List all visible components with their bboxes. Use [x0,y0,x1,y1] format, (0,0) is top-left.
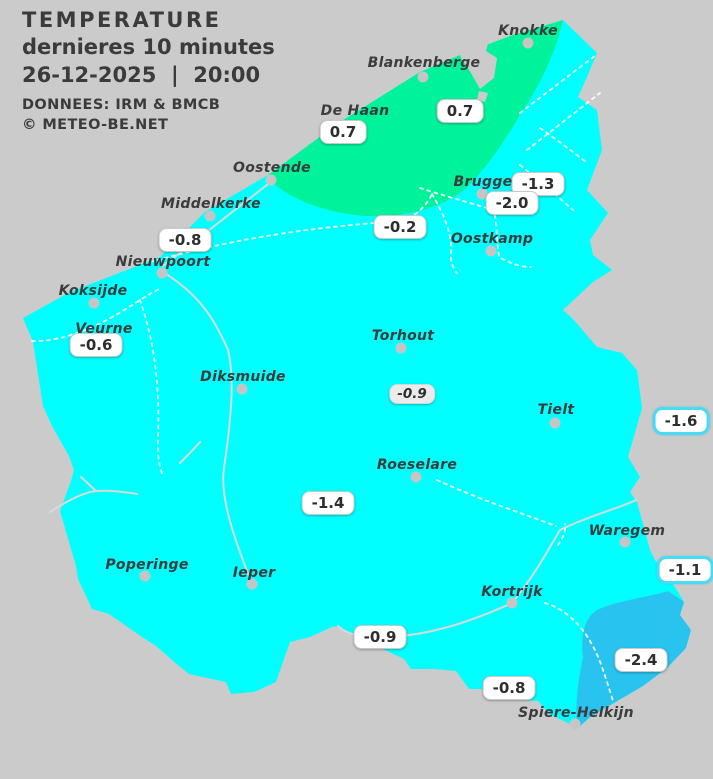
city-label: Tielt [537,402,575,418]
city-label: Blankenberge [367,55,481,71]
city-label: Poperinge [105,557,189,573]
city-dot [265,174,277,186]
harbour-structures [449,17,497,102]
temperature-badge: 0.7 [436,99,484,123]
credit-line: © METEO-BE.NET [22,117,169,133]
temperature-badge: -1.4 [301,491,355,515]
boundary-dashes [31,54,614,702]
city-label: Knokke [498,23,558,39]
city-label: Oostende [233,160,311,176]
city-label: Kortrijk [481,584,543,600]
temperature-badge: -1.6 [652,407,710,435]
temperature-badge: -2.0 [485,191,539,215]
temperature-badge: 0.7 [319,120,367,144]
temperature-badge: -2.4 [614,648,668,672]
map-datetime: 26-12-2025 | 20:00 [22,63,261,87]
city-dot [619,536,631,548]
city-dot [246,578,258,590]
city-label: Nieuwpoort [115,254,211,270]
city-dot [156,267,168,279]
city-dot [410,471,422,483]
temperature-badge: -1.1 [656,556,713,584]
city-dot [476,188,488,200]
city-label: De Haan [320,103,390,119]
city-dot [506,597,518,609]
city-label: Spiere-Helkijn [518,705,634,721]
city-label: Ieper [232,565,276,581]
title-block: TEMPERATURE dernieres 10 minutes 26-12-2… [22,8,275,133]
city-dot [549,417,561,429]
city-label: Oostkamp [450,231,534,247]
temperature-badge: -0.2 [373,215,427,239]
temperature-badge: -0.8 [158,228,212,252]
temperature-badge: -0.6 [69,333,123,357]
city-dot [522,37,534,49]
city-dot [395,342,407,354]
map-subtitle: dernieres 10 minutes [22,35,275,59]
temperature-badge: -0.9 [389,384,435,404]
city-label: Roeselare [376,457,458,473]
city-label: Diksmuide [200,369,286,385]
city-dot [569,718,581,730]
city-label: Koksijde [58,283,128,299]
city-label: Waregem [588,523,666,539]
city-dot [236,383,248,395]
city-dot [88,297,100,309]
city-label: Torhout [371,328,435,344]
city-label: Middelkerke [161,196,261,212]
city-dot [204,210,216,222]
city-dot [485,245,497,257]
city-dot [417,71,429,83]
city-label: Brugge [453,174,513,190]
map-title: TEMPERATURE [22,8,222,32]
city-dot [139,570,151,582]
temperature-badge: -0.8 [482,676,536,700]
data-source: DONNEES: IRM & BMCB [22,97,221,113]
temperature-badge: -0.9 [353,625,407,649]
